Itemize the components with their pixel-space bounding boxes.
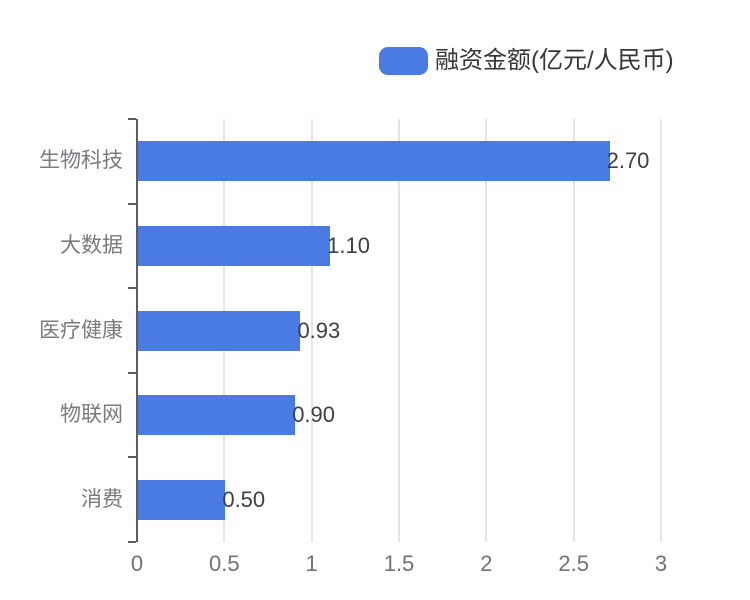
grid-line — [572, 119, 575, 542]
x-axis-tick-label: 3 — [654, 551, 668, 576]
legend-item[interactable]: 融资金额(亿元/人民币) — [379, 47, 674, 75]
y-axis-tick — [128, 541, 136, 543]
x-axis-tick-label: 2.5 — [558, 551, 589, 576]
grid-line — [398, 119, 400, 542]
category-label: 生物科技 — [39, 149, 123, 173]
grid-line — [660, 119, 662, 542]
x-axis-tick-label: 2 — [480, 551, 493, 576]
x-axis-tick-label: 1 — [305, 551, 318, 576]
y-axis-line — [136, 119, 138, 542]
bar — [138, 479, 226, 520]
category-label: 消费 — [81, 487, 123, 511]
category-label: 物联网 — [60, 403, 123, 427]
bar-value-label: 0.93 — [297, 317, 341, 343]
bar — [138, 395, 296, 436]
bar-value-label: 1.10 — [327, 232, 370, 258]
grid-line — [310, 119, 313, 542]
grid-line — [485, 119, 488, 542]
bar — [138, 141, 610, 182]
bar-value-label: 2.70 — [606, 148, 650, 174]
x-axis-tick-label: 0.5 — [209, 551, 240, 576]
y-axis-tick — [128, 118, 136, 120]
x-axis-tick-label: 0 — [130, 551, 144, 576]
y-axis-tick — [128, 456, 136, 459]
legend-swatch-icon — [379, 47, 428, 75]
bar-value-label: 0.50 — [222, 486, 266, 512]
bar-value-label: 0.90 — [292, 402, 336, 428]
bar — [138, 310, 301, 351]
y-axis-tick — [128, 371, 136, 374]
y-axis-tick — [128, 202, 136, 205]
bar — [138, 225, 331, 266]
legend-label: 融资金额(亿元/人民币) — [435, 47, 674, 74]
x-axis-tick-label: 1.5 — [383, 551, 415, 576]
category-label: 大数据 — [60, 233, 123, 257]
category-label: 医疗健康 — [39, 318, 123, 342]
y-axis-tick — [128, 287, 136, 290]
